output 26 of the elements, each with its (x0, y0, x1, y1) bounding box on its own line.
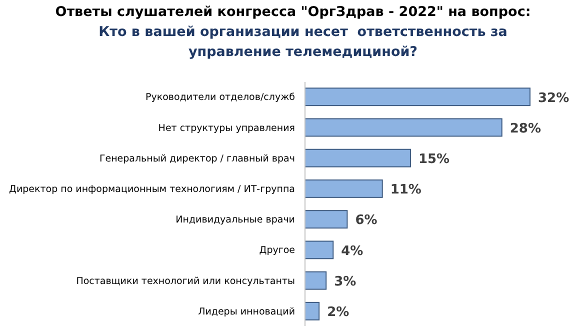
bar (304, 302, 320, 320)
bar (304, 179, 383, 198)
data-label: 15% (418, 152, 450, 168)
bar (304, 88, 530, 106)
y-tick-label: Индивидуальные врачи (176, 214, 295, 226)
bar (304, 118, 502, 137)
y-tick-label: Директор по информационным технологиям / ИТ-группа (9, 184, 295, 196)
bar (304, 271, 327, 290)
y-tick-label: Поставщики технологий или консультанты (76, 276, 295, 287)
data-label: 4% (341, 244, 364, 259)
data-label: 32% (538, 90, 570, 106)
chart-title: Ответы слушателей конгресса "ОргЗдрав - 2022" на вопрос: (55, 4, 531, 20)
y-tick-label: Руководители отделов/служб (146, 92, 296, 104)
bar (304, 148, 411, 168)
bar (304, 240, 334, 260)
y-tick-label: Нет структуры управления (158, 122, 295, 134)
data-label: 3% (334, 274, 356, 290)
data-label: 28% (510, 121, 541, 136)
y-tick-label: Другое (259, 245, 296, 256)
data-label: 6% (355, 213, 378, 228)
data-label: 11% (390, 182, 422, 198)
chart-subtitle: Кто в вашей организации несет ответственность за управление телемедициной? (98, 24, 508, 60)
y-tick-label: Лидеры инноваций (198, 306, 295, 318)
y-tick-label: Генеральный директор / главный врач (99, 153, 295, 164)
data-label: 2% (327, 305, 350, 320)
bar (304, 210, 348, 229)
